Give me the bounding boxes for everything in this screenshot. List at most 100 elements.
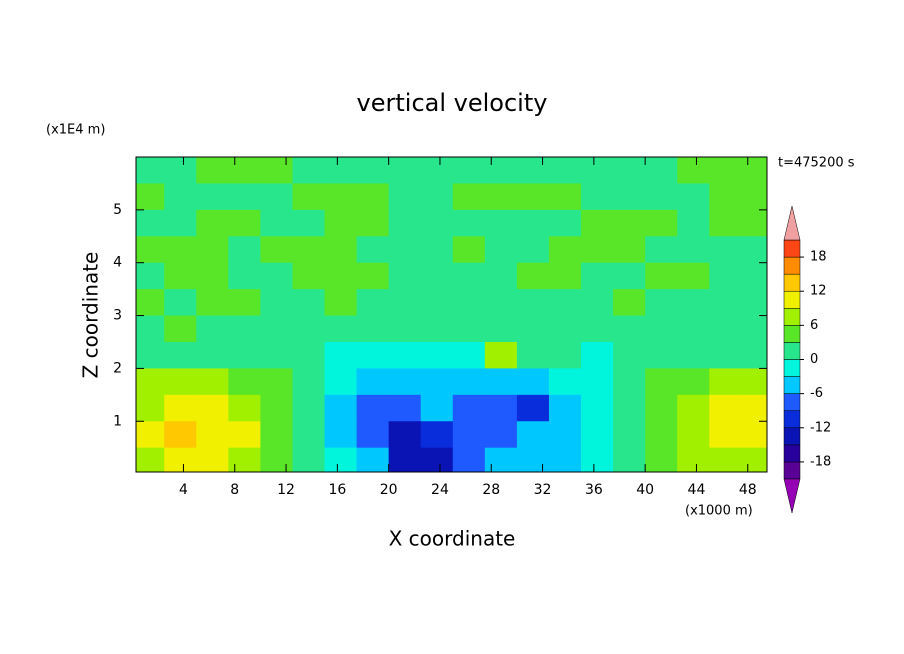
contour-cell bbox=[228, 394, 261, 422]
colorbar-band bbox=[783, 444, 801, 463]
contour-cell bbox=[164, 421, 197, 449]
contour-cell bbox=[452, 394, 486, 422]
contour-cell bbox=[484, 209, 518, 237]
contour-cell bbox=[741, 368, 767, 396]
contour-cell bbox=[484, 394, 518, 422]
contour-cell bbox=[324, 315, 358, 343]
contour-cell bbox=[164, 262, 197, 290]
x-unit: (x1000 m) bbox=[685, 504, 753, 519]
contour-cell bbox=[164, 157, 197, 184]
contour-cell bbox=[548, 315, 582, 343]
contour-cell bbox=[292, 236, 326, 264]
contour-cell bbox=[581, 368, 614, 396]
contour-cell bbox=[164, 447, 197, 472]
contour-cell bbox=[645, 315, 678, 343]
contour-cell bbox=[260, 236, 293, 264]
contour-cell bbox=[581, 209, 614, 237]
plot-frame bbox=[135, 156, 768, 473]
colorbar-band bbox=[783, 256, 801, 275]
contour-cell bbox=[484, 315, 518, 343]
contour-cell bbox=[613, 289, 646, 317]
colorbar-tick-label: 6 bbox=[810, 318, 818, 333]
time-annotation: t=475200 s bbox=[778, 156, 855, 171]
contour-cell bbox=[645, 157, 678, 184]
contour-cell bbox=[741, 209, 767, 237]
contour-cell bbox=[136, 262, 165, 290]
contour-cell bbox=[228, 341, 261, 369]
contour-cell bbox=[677, 262, 710, 290]
contour-cell bbox=[196, 236, 229, 264]
contour-cell bbox=[292, 447, 326, 472]
contour-cell bbox=[516, 236, 550, 264]
contour-cell bbox=[677, 368, 710, 396]
contour-cell bbox=[645, 236, 678, 264]
contour-cell bbox=[484, 421, 518, 449]
contour-cell bbox=[709, 183, 742, 211]
contour-cell bbox=[452, 209, 486, 237]
contour-cell bbox=[324, 183, 358, 211]
contour-cell bbox=[136, 394, 165, 422]
contour-cell bbox=[196, 289, 229, 317]
contour-cell bbox=[164, 368, 197, 396]
colorbar-band bbox=[783, 308, 801, 326]
contour-cell bbox=[677, 341, 710, 369]
contour-cell bbox=[548, 368, 582, 396]
x-tick-label: 24 bbox=[431, 482, 449, 498]
contour-cell bbox=[581, 315, 614, 343]
contour-cell bbox=[228, 447, 261, 472]
contour-cell bbox=[613, 262, 646, 290]
contour-cell bbox=[420, 289, 454, 317]
contour-cell bbox=[388, 262, 422, 290]
contour-cell bbox=[709, 209, 742, 237]
x-tick-label: 12 bbox=[277, 482, 295, 498]
contour-cell bbox=[645, 447, 678, 472]
contour-cell bbox=[516, 157, 550, 184]
contour-cell bbox=[292, 421, 326, 449]
contour-cell bbox=[548, 421, 582, 449]
contour-cell bbox=[228, 157, 261, 184]
x-tick-label: 8 bbox=[230, 482, 239, 498]
contour-cell bbox=[136, 289, 165, 317]
contour-cell bbox=[292, 157, 326, 184]
contour-cell bbox=[136, 341, 165, 369]
contour-cell bbox=[484, 183, 518, 211]
contour-cell bbox=[581, 236, 614, 264]
contour-cell bbox=[388, 315, 422, 343]
contour-cell bbox=[613, 368, 646, 396]
y-tick-label: 3 bbox=[113, 308, 122, 324]
contour-cell bbox=[260, 315, 293, 343]
contour-cell bbox=[677, 447, 710, 472]
contour-cell bbox=[356, 315, 390, 343]
contour-cell bbox=[548, 447, 582, 472]
contour-cell bbox=[548, 394, 582, 422]
contour-cell bbox=[228, 209, 261, 237]
contour-cell bbox=[516, 289, 550, 317]
contour-cell bbox=[709, 262, 742, 290]
contour-cell bbox=[613, 341, 646, 369]
x-tick-label: 36 bbox=[585, 482, 603, 498]
contour-cell bbox=[548, 236, 582, 264]
contour-cell bbox=[613, 421, 646, 449]
contour-cell bbox=[613, 236, 646, 264]
contour-cell bbox=[516, 421, 550, 449]
y-tick-label: 1 bbox=[113, 413, 122, 429]
contour-cell bbox=[164, 394, 197, 422]
contour-cell bbox=[196, 157, 229, 184]
contour-cell bbox=[228, 289, 261, 317]
contour-cell bbox=[260, 262, 293, 290]
contour-cell bbox=[292, 183, 326, 211]
contour-cell bbox=[516, 341, 550, 369]
contour-cell bbox=[741, 341, 767, 369]
x-tick-label: 28 bbox=[482, 482, 500, 498]
contour-cell bbox=[420, 394, 454, 422]
contour-cell bbox=[292, 262, 326, 290]
contour-cell bbox=[613, 447, 646, 472]
contour-cell bbox=[420, 421, 454, 449]
contour-cell bbox=[420, 209, 454, 237]
contour-cell bbox=[164, 236, 197, 264]
contour-cell bbox=[420, 236, 454, 264]
x-tick-label: 16 bbox=[328, 482, 346, 498]
contour-cell bbox=[260, 368, 293, 396]
x-tick-label: 32 bbox=[534, 482, 552, 498]
colorbar-tick-label: -18 bbox=[810, 454, 831, 469]
